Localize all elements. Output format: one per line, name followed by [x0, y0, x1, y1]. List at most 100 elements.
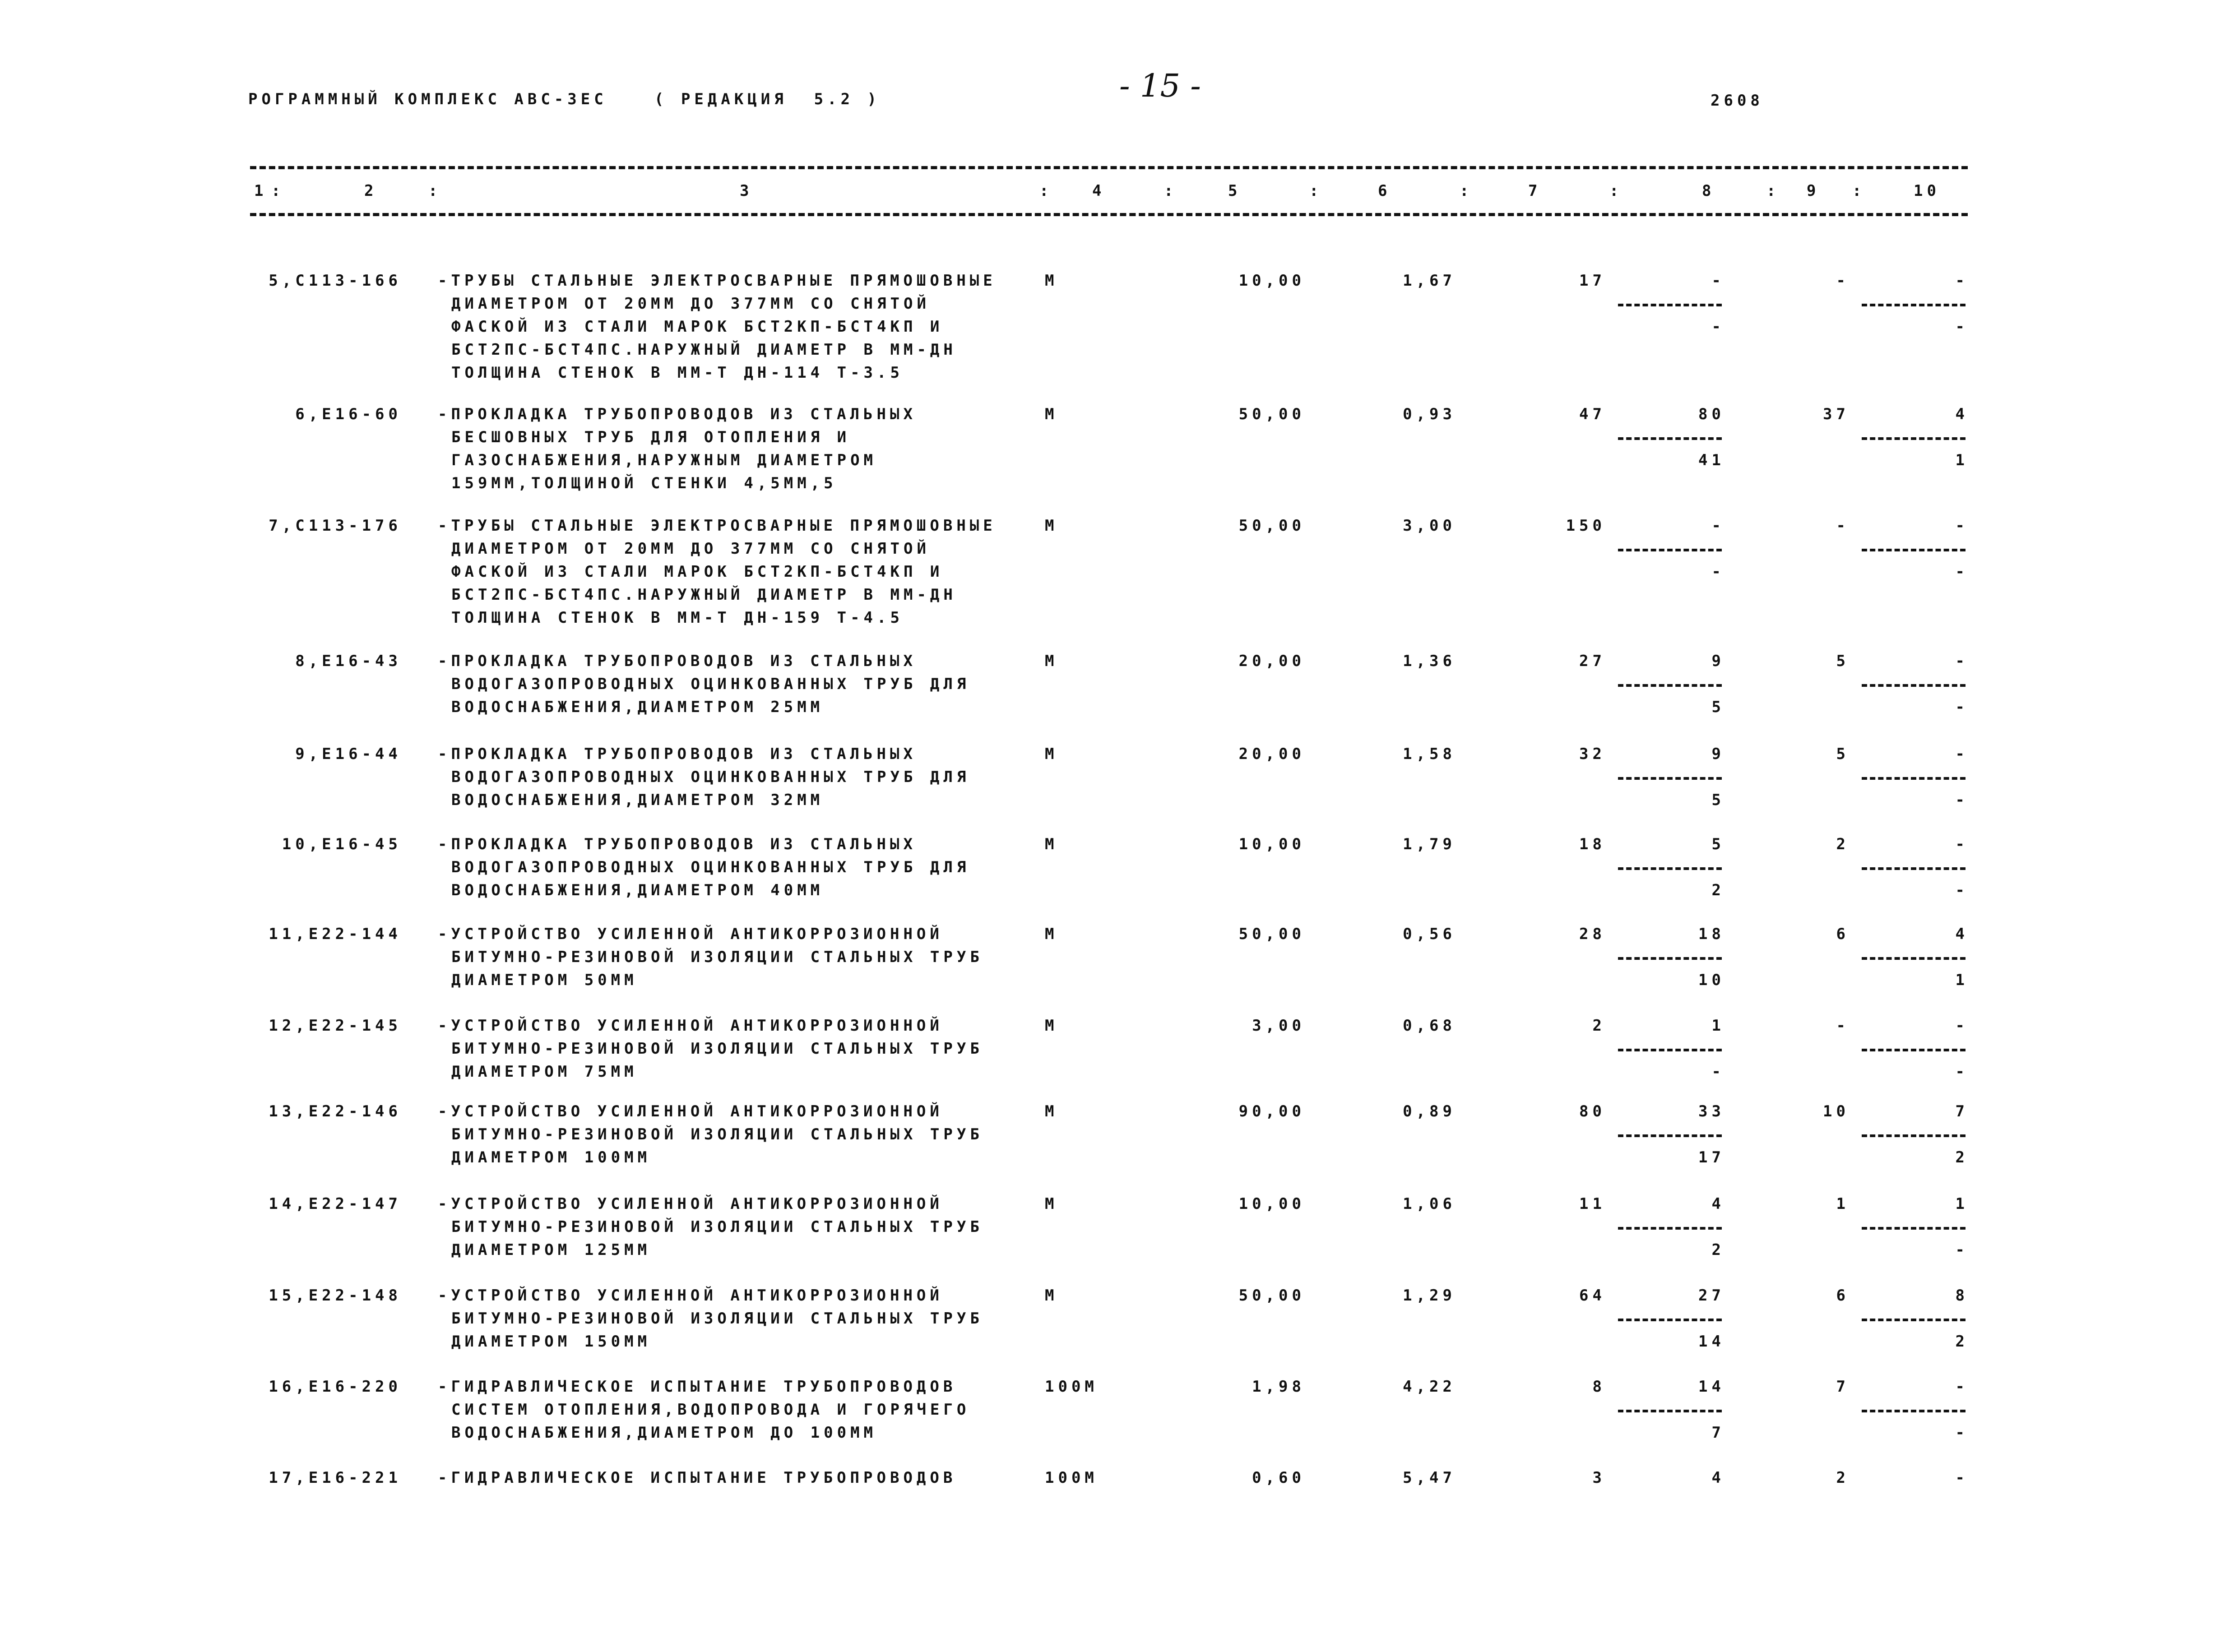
row-total-cost: 28	[1579, 925, 1606, 943]
column-separator: :	[1309, 182, 1323, 200]
row-col8-top: -	[1711, 272, 1725, 290]
column-header-8: 8	[1702, 182, 1715, 200]
fraction-rule	[1862, 1049, 1965, 1051]
fraction-rule	[1862, 304, 1965, 306]
column-separator: :	[1039, 182, 1053, 200]
fraction-rule	[1862, 684, 1965, 687]
row-unit-cost: 5,47	[1403, 1469, 1456, 1487]
document-number: 2608	[1711, 92, 1764, 110]
row-code: 9,E16-44	[295, 745, 402, 763]
row-description-line: -ПРОКЛАДКА ТРУБОПРОВОДОВ ИЗ СТАЛЬНЫХ	[438, 745, 917, 763]
fraction-rule	[1862, 1134, 1965, 1137]
row-col9: 6	[1836, 1286, 1850, 1305]
row-total-cost: 32	[1579, 745, 1606, 763]
row-unit: М	[1045, 517, 1058, 535]
row-unit: 100М	[1045, 1469, 1098, 1487]
row-unit-cost: 0,89	[1403, 1102, 1456, 1120]
row-col8-bottom: -	[1711, 563, 1725, 581]
column-header-9: 9	[1807, 182, 1820, 200]
row-unit: М	[1045, 835, 1058, 853]
row-unit: М	[1045, 1102, 1058, 1120]
row-total-cost: 8	[1592, 1378, 1606, 1396]
program-edition: ( РЕДАКЦИЯ 5.2 )	[654, 90, 881, 108]
row-code: 7,C113-176	[269, 517, 402, 535]
fraction-rule	[1618, 1227, 1722, 1230]
row-col8-bottom: 14	[1698, 1333, 1725, 1351]
row-col10-top: -	[1955, 745, 1969, 763]
row-description-line: -УСТРОЙСТВО УСИЛЕННОЙ АНТИКОРРОЗИОННОЙ	[438, 925, 943, 943]
fraction-rule	[1618, 777, 1722, 780]
row-total-cost: 2	[1592, 1017, 1606, 1035]
row-col8-bottom: 2	[1711, 881, 1725, 899]
row-col8-bottom: 7	[1711, 1424, 1725, 1442]
row-quantity: 10,00	[1238, 1195, 1305, 1213]
row-col9: 6	[1836, 925, 1850, 943]
row-description-line: ФАСКОЙ ИЗ СТАЛИ МАРОК БСТ2КП-БСТ4КП И	[451, 563, 944, 581]
row-description-line: ВОДОСНАБЖЕНИЯ,ДИАМЕТРОМ ДО 100ММ	[451, 1424, 877, 1442]
fraction-rule	[1618, 684, 1722, 687]
row-unit-cost: 4,22	[1403, 1378, 1456, 1396]
row-description-line: 159ММ,ТОЛЩИНОЙ СТЕНКИ 4,5ММ,5	[451, 474, 837, 492]
row-col9: 7	[1836, 1378, 1850, 1396]
row-col10-top: -	[1955, 835, 1969, 853]
column-separator: :	[1460, 182, 1473, 200]
fraction-rule	[1862, 957, 1965, 960]
column-header-5: 5	[1228, 182, 1242, 200]
column-separator: :	[1852, 182, 1866, 200]
row-total-cost: 150	[1566, 517, 1606, 535]
row-total-cost: 27	[1579, 652, 1606, 670]
row-unit: М	[1045, 652, 1058, 670]
row-quantity: 50,00	[1238, 925, 1305, 943]
row-col8-bottom: 10	[1698, 971, 1725, 989]
fraction-rule	[1618, 1319, 1722, 1321]
row-col8-top: 4	[1711, 1195, 1725, 1213]
row-col9: 5	[1836, 652, 1850, 670]
row-col9: 1	[1836, 1195, 1850, 1213]
row-unit: М	[1045, 925, 1058, 943]
row-quantity: 20,00	[1238, 652, 1305, 670]
row-description-line: БЕСШОВНЫХ ТРУБ ДЛЯ ОТОПЛЕНИЯ И	[451, 428, 851, 446]
row-col8-bottom: 5	[1711, 791, 1725, 809]
row-col10-top: -	[1955, 652, 1969, 670]
row-description-line: -ПРОКЛАДКА ТРУБОПРОВОДОВ ИЗ СТАЛЬНЫХ	[438, 652, 917, 670]
row-col8-top: 9	[1711, 745, 1725, 763]
column-separator: :	[271, 182, 285, 200]
row-col10-bottom: 1	[1955, 451, 1969, 469]
fraction-rule	[1862, 1319, 1965, 1321]
row-col10-bottom: -	[1955, 1424, 1969, 1442]
row-description-line: БИТУМНО-РЕЗИНОВОЙ ИЗОЛЯЦИИ СТАЛЬНЫХ ТРУБ	[451, 1310, 983, 1328]
row-description-line: -ТРУБЫ СТАЛЬНЫЕ ЭЛЕКТРОСВАРНЫЕ ПРЯМОШОВН…	[438, 272, 997, 290]
column-separator: :	[428, 182, 442, 200]
row-unit-cost: 1,29	[1403, 1286, 1456, 1305]
row-description-line: БИТУМНО-РЕЗИНОВОЙ ИЗОЛЯЦИИ СТАЛЬНЫХ ТРУБ	[451, 948, 983, 966]
row-quantity: 10,00	[1238, 272, 1305, 290]
row-description-line: ДИАМЕТРОМ 150ММ	[451, 1333, 651, 1351]
row-col10-top: 7	[1955, 1102, 1969, 1120]
program-title: РОГРАММНЫЙ КОМПЛЕКС АВС-3ЕС	[248, 90, 607, 108]
row-code: 12,E22-145	[269, 1017, 402, 1035]
row-unit-cost: 3,00	[1403, 517, 1456, 535]
row-description-line: БСТ2ПС-БСТ4ПС.НАРУЖНЫЙ ДИАМЕТР В ММ-ДН	[451, 341, 957, 359]
row-unit: 100М	[1045, 1378, 1098, 1396]
row-unit-cost: 1,79	[1403, 835, 1456, 853]
row-unit: М	[1045, 745, 1058, 763]
column-separator: :	[1609, 182, 1623, 200]
row-unit-cost: 1,58	[1403, 745, 1456, 763]
row-total-cost: 18	[1579, 835, 1606, 853]
row-description-line: -УСТРОЙСТВО УСИЛЕННОЙ АНТИКОРРОЗИОННОЙ	[438, 1286, 943, 1305]
row-quantity: 50,00	[1238, 405, 1305, 423]
row-description-line: -ПРОКЛАДКА ТРУБОПРОВОДОВ ИЗ СТАЛЬНЫХ	[438, 835, 917, 853]
column-separator: :	[1766, 182, 1780, 200]
fraction-rule	[1618, 1134, 1722, 1137]
row-col10-top: -	[1955, 1378, 1969, 1396]
row-col8-top: 5	[1711, 835, 1725, 853]
row-code: 8,E16-43	[295, 652, 402, 670]
row-description-line: БИТУМНО-РЕЗИНОВОЙ ИЗОЛЯЦИИ СТАЛЬНЫХ ТРУБ	[451, 1040, 983, 1058]
row-col8-bottom: -	[1711, 1063, 1725, 1081]
row-total-cost: 11	[1579, 1195, 1606, 1213]
row-col9: 5	[1836, 745, 1850, 763]
row-description-line: -ТРУБЫ СТАЛЬНЫЕ ЭЛЕКТРОСВАРНЫЕ ПРЯМОШОВН…	[438, 517, 997, 535]
row-quantity: 1,98	[1252, 1378, 1305, 1396]
row-description-line: БИТУМНО-РЕЗИНОВОЙ ИЗОЛЯЦИИ СТАЛЬНЫХ ТРУБ	[451, 1125, 983, 1143]
row-total-cost: 80	[1579, 1102, 1606, 1120]
